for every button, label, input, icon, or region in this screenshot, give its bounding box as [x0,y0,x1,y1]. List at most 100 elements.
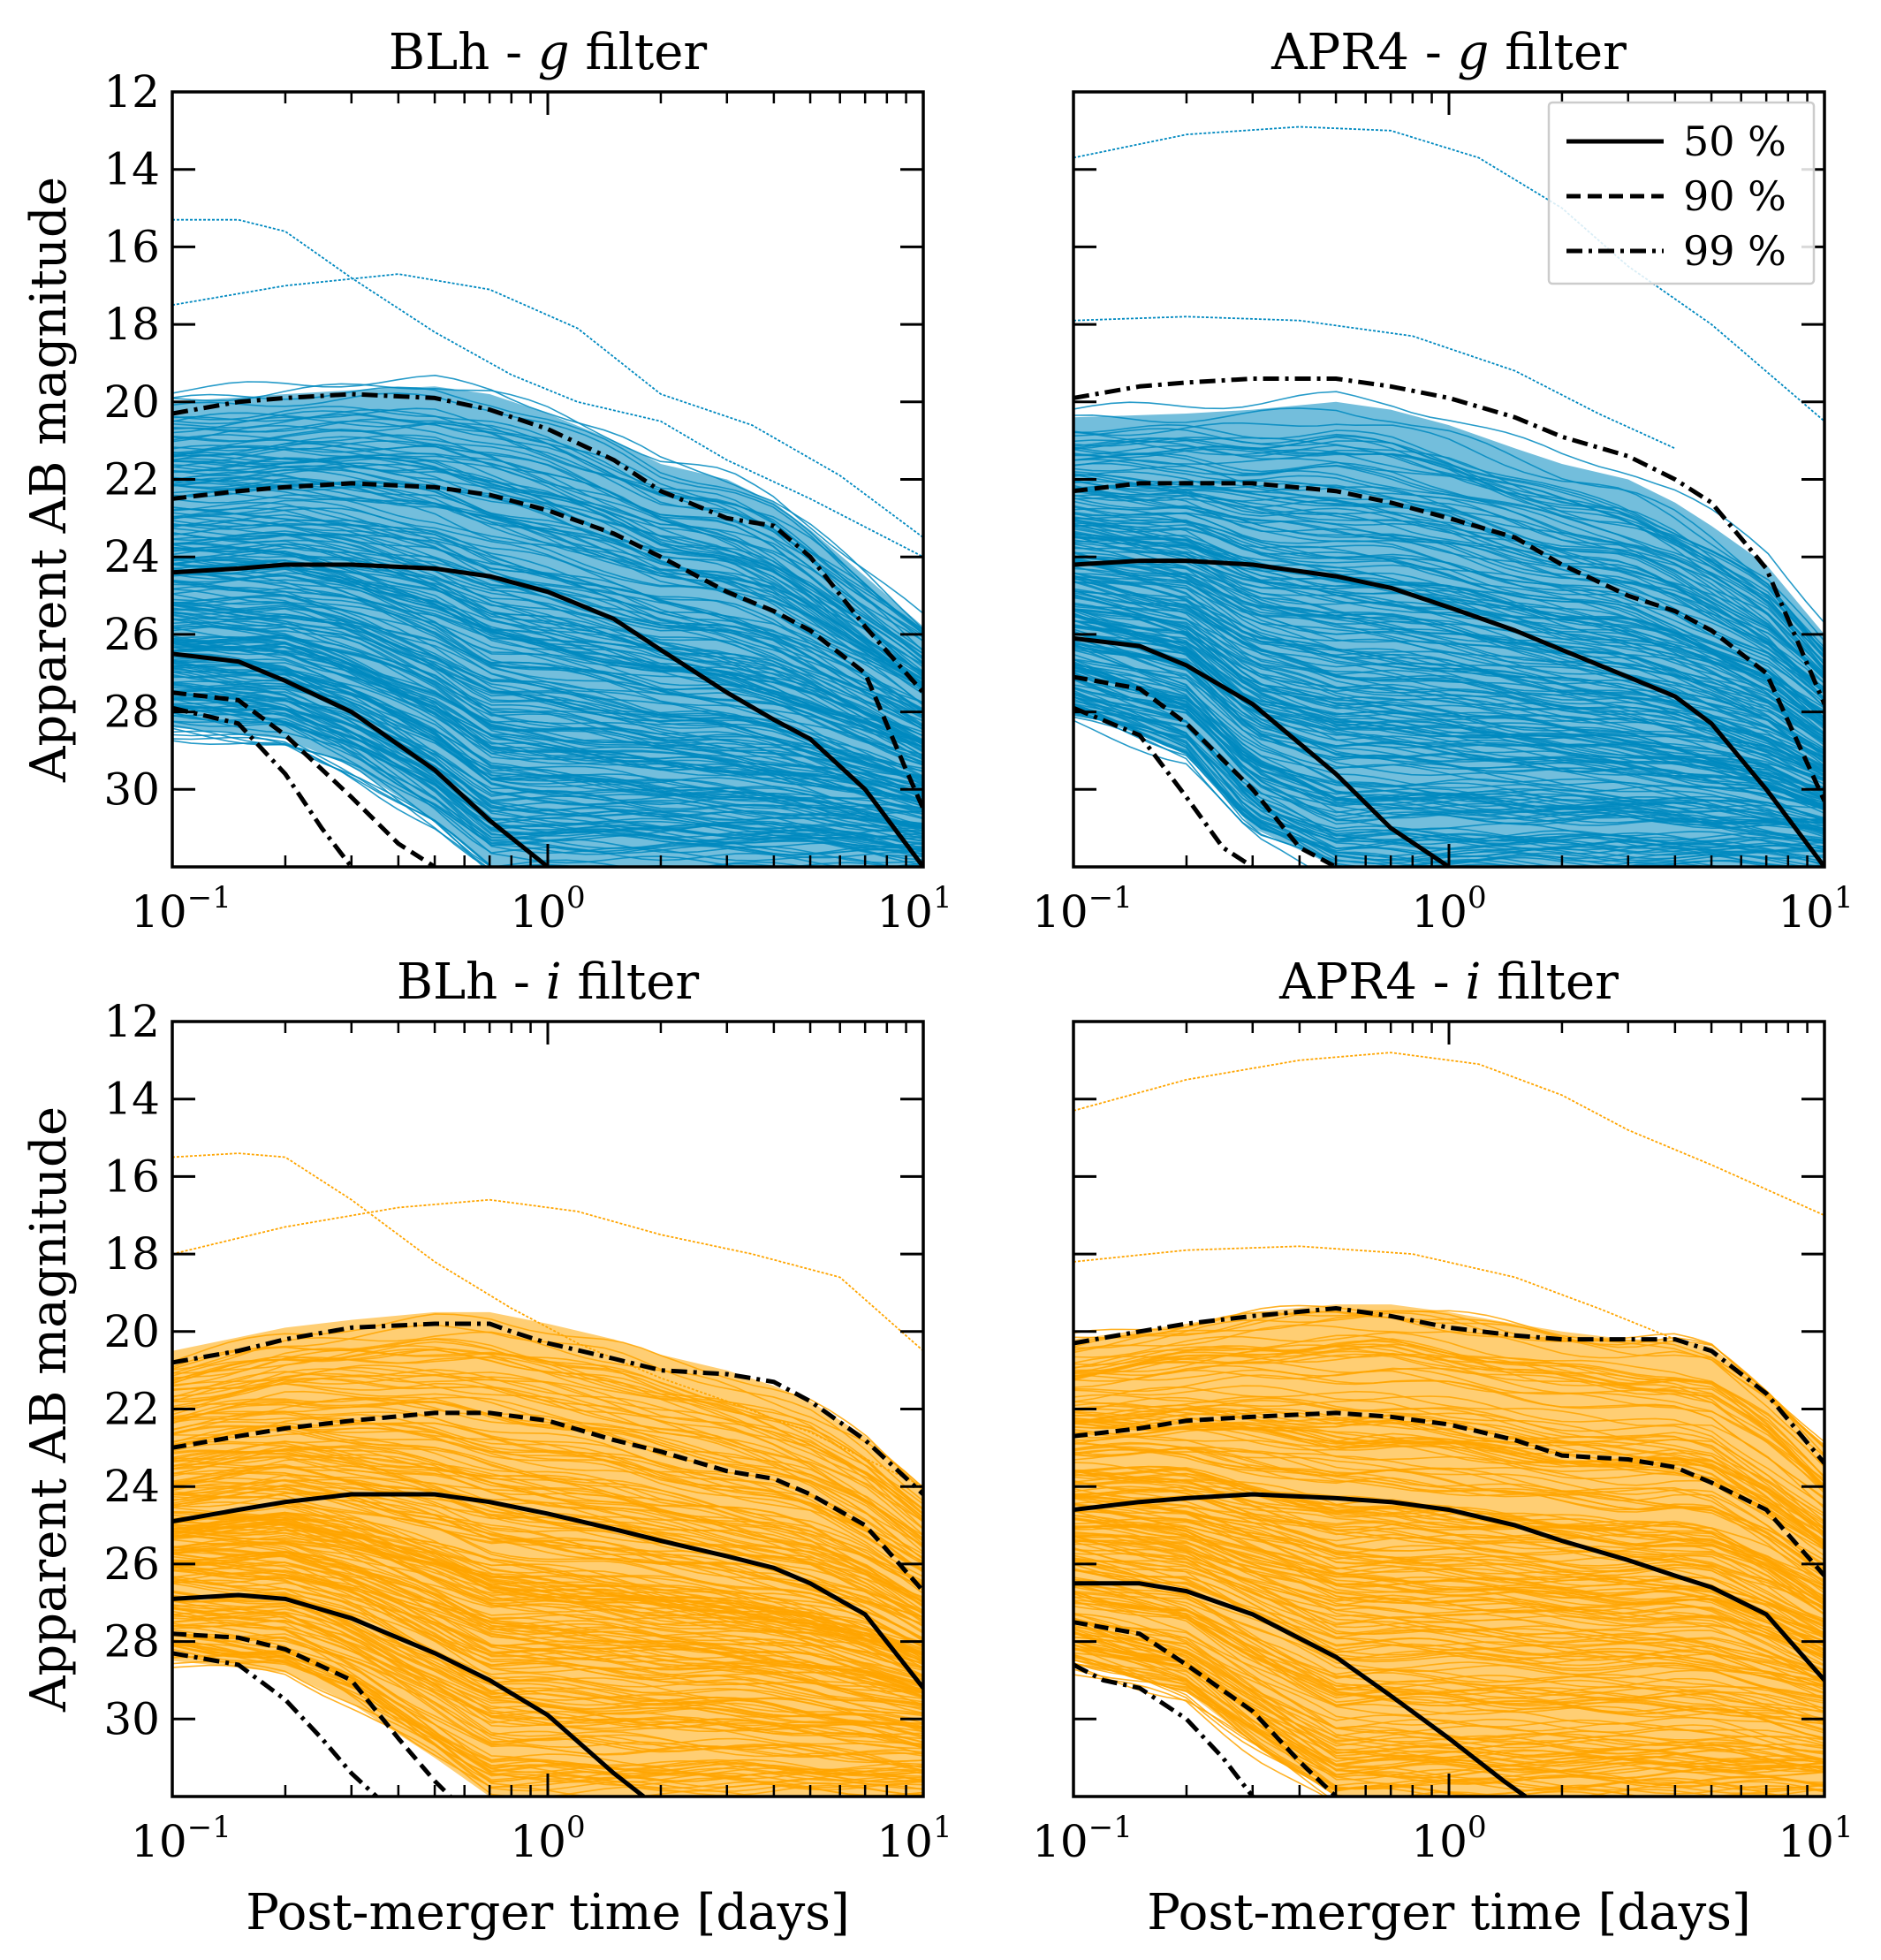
model-curve [1073,557,1824,746]
y-tick-label: 14 [103,1074,160,1125]
legend: 50 % 90 % 99 % [1547,101,1816,285]
model-curve [172,1501,923,1655]
model-curve [1073,1540,1824,1675]
model-curve [1073,497,1824,685]
model-curve [1073,1331,1824,1467]
outlier-curve [1073,1052,1824,1217]
panel-3: 12 14 16 18 20 22 24 26 28 30 10−1 100 101 BLh - i fi… [20,953,952,1941]
model-curve [172,595,923,765]
model-curve [172,1445,923,1584]
model-curve [172,1534,923,1666]
model-curve [172,683,923,847]
model-curve [172,515,923,727]
model-curve [1073,716,1534,867]
band-curves [172,374,923,867]
model-curve [172,1495,923,1648]
model-curve [1073,1435,1824,1557]
model-curve [1073,428,1824,657]
y-tick-label: 22 [103,454,160,505]
model-curve [172,1445,923,1583]
model-curve [172,480,923,691]
model-curve [1073,490,1824,691]
model-curve [1073,590,1824,786]
model-curve [1073,625,1824,801]
y-ticks [1073,1020,1824,1721]
model-curve [1073,1467,1824,1601]
model-curve [172,452,923,675]
model-curve [172,671,923,838]
x-ticks [1072,92,1826,867]
x-tick-label: 10−1 [131,1810,231,1867]
model-curve [1073,1516,1824,1657]
model-curve [172,1504,923,1648]
model-curve [172,1349,923,1505]
model-curve [172,1455,923,1607]
model-curve [172,499,923,685]
model-curve [172,1368,923,1518]
legend-label: 50 % [1683,118,1786,165]
model-curve [172,1579,923,1736]
model-curve [1073,667,1824,819]
model-curve [172,1592,923,1726]
x-tick-label: 100 [510,880,585,938]
model-curve [1073,1557,1824,1685]
y-tick-label: 18 [103,299,160,350]
model-curve [1073,1465,1824,1601]
model-curve [1073,452,1824,672]
model-curve [172,475,923,690]
model-curve [172,1479,923,1632]
model-curve [172,1533,923,1685]
model-curve [1073,1576,1824,1698]
model-curve [1073,1539,1824,1672]
model-curve [172,1613,923,1750]
model-curve [1073,1440,1824,1561]
x-ticks [1072,1022,1826,1797]
model-curve [1073,1394,1824,1523]
model-curve [172,558,923,742]
model-curve [1073,1338,1824,1478]
model-curve [1073,564,1824,763]
panel-2: 10−1 100 101 APR4 - g filter 50 % 90 % 99 % [1032,24,1854,938]
model-curve [1073,616,1824,804]
y-tick-label: 18 [103,1228,160,1280]
model-curve [1073,1535,1824,1647]
y-tick-label: 16 [103,221,160,272]
model-curve [1073,1492,1824,1624]
model-curve [172,1448,923,1603]
model-curve [172,1613,923,1756]
model-curve [172,475,923,688]
panel-title: BLh - i filter [397,953,700,1011]
model-curve [1073,494,1824,684]
model-curve [172,1378,923,1542]
outlier-curve [172,273,923,539]
model-curve [172,645,923,809]
plot-area [172,1152,923,1797]
model-curve [1073,665,1824,844]
model-curve [1073,1465,1824,1605]
model-curve [172,383,923,614]
y-axis-label: Apparent AB magnitude [20,1106,78,1713]
model-curve [172,1511,923,1656]
model-curve [1073,1536,1824,1674]
model-curve [1073,604,1824,771]
model-curve [1073,563,1824,767]
model-curve [172,642,923,804]
model-curve [172,490,923,683]
model-curve [1073,595,1824,782]
model-curve [1073,1606,1824,1732]
model-curve [1073,1414,1824,1546]
plot-area [1073,1052,1824,1797]
model-curve [1073,650,1824,809]
model-curve [1073,1569,1824,1704]
model-curve [172,618,923,798]
model-curve [1073,589,1824,762]
model-curve [172,1382,923,1536]
x-axis-label: Post-merger time [days] [246,1884,850,1941]
model-curve [1073,1596,1824,1721]
model-curve [1073,1480,1824,1590]
model-curve [172,534,923,728]
model-curve [1073,1404,1824,1535]
model-curve [1073,604,1824,779]
y-tick-label: 22 [103,1384,160,1435]
y-axis-label: Apparent AB magnitude [20,177,78,783]
